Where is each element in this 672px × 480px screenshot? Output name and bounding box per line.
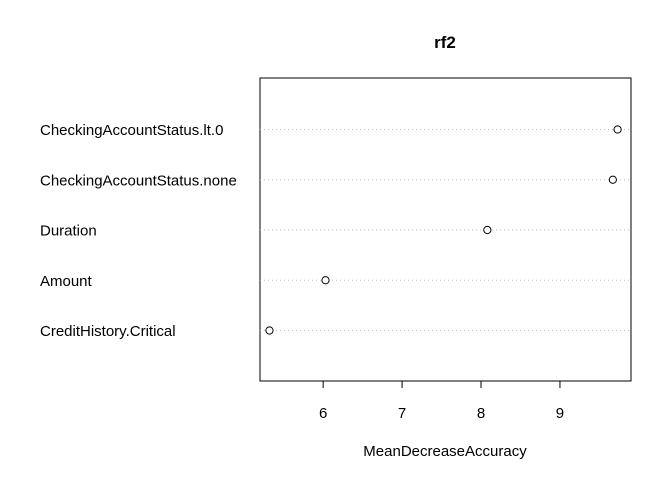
chart-title: rf2 (434, 33, 456, 52)
x-axis-label: MeanDecreaseAccuracy (363, 443, 527, 460)
data-point (321, 276, 330, 285)
category-label: CheckingAccountStatus.none (40, 172, 237, 189)
x-tick-label: 6 (319, 405, 327, 422)
data-points (265, 125, 622, 335)
data-point (265, 326, 274, 335)
data-point (608, 175, 617, 184)
category-label: Duration (40, 223, 97, 240)
x-tick-label: 7 (398, 405, 406, 422)
category-label: CreditHistory.Critical (40, 323, 176, 340)
category-labels: CheckingAccountStatus.lt.0 CheckingAccoun… (40, 122, 237, 340)
grid-lines (260, 129, 631, 331)
x-tick-label: 8 (477, 405, 485, 422)
plot-frame (259, 77, 632, 382)
x-axis: 6 7 8 9 (319, 380, 564, 422)
x-tick-label: 9 (556, 405, 564, 422)
data-point (483, 225, 492, 235)
data-point (613, 125, 622, 134)
category-label: Amount (40, 273, 93, 290)
category-label: CheckingAccountStatus.lt.0 (40, 122, 223, 139)
